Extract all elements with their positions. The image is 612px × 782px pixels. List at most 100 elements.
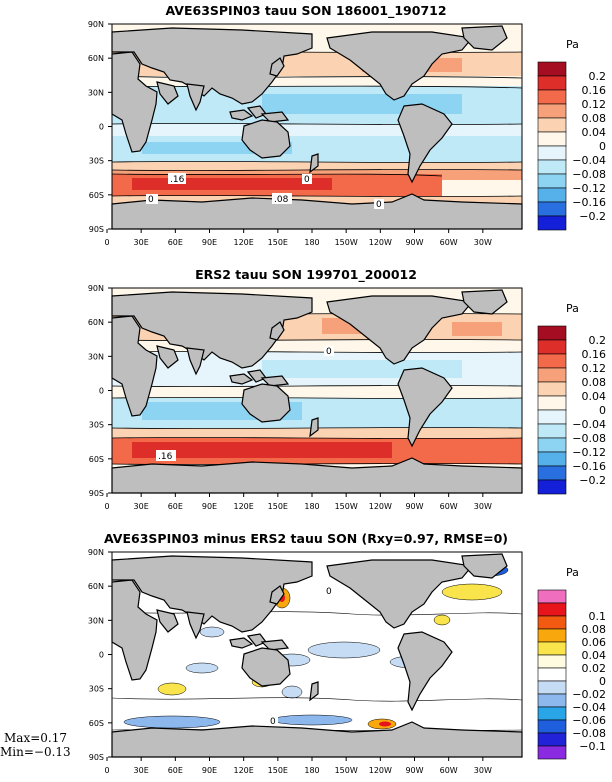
colorbar-label: 0.04 [582, 390, 607, 403]
contour-labels: 0 0 [268, 586, 334, 727]
lat-tick-label: 90S [89, 225, 104, 234]
lon-tick-label: 120E [234, 766, 254, 775]
colorbar-swatch [537, 187, 567, 203]
lon-tick-label: 30E [134, 238, 149, 247]
colorbar-swatch [537, 667, 567, 682]
lon-tick-label: 60E [168, 502, 183, 511]
lon-tick-label: 150E [268, 502, 288, 511]
colorbar-label: 0.06 [582, 636, 607, 649]
lon-tick-label: 120E [234, 238, 254, 247]
colorbar-swatch [537, 395, 567, 411]
contour-label: 0 [326, 587, 332, 597]
colorbar-swatch [537, 615, 567, 630]
colorbar-swatch [537, 745, 567, 760]
lon-tick-label: 30W [474, 502, 492, 511]
contour-label: 0 [376, 200, 382, 210]
lat-tick-label: 90N [88, 284, 104, 293]
colorbar-label: 0.1 [589, 610, 607, 623]
colorbar-swatch [537, 353, 567, 369]
colorbar-swatch [537, 680, 567, 695]
lon-tick-label: 150E [268, 766, 288, 775]
colorbar-label: −0.06 [572, 714, 606, 727]
colorbar-label: −0.04 [572, 418, 606, 431]
contours [111, 313, 523, 465]
lon-tick-label: 120W [369, 238, 392, 247]
colorbar-swatch [537, 215, 567, 231]
map-area: .16 0 .08 0 0 [111, 23, 523, 230]
colorbar-label: −0.08 [572, 168, 606, 181]
lon-tick-label: 60E [168, 238, 183, 247]
colorbar-swatch [537, 628, 567, 643]
contour-label: .08 [274, 195, 289, 205]
lon-tick-label: 150W [335, 502, 358, 511]
lon-tick-label: 30W [474, 238, 492, 247]
lon-tick-label: 90E [202, 766, 217, 775]
colorbar-label: −0.2 [579, 474, 606, 487]
colorbar-label: 0 [599, 675, 606, 688]
colorbar: Pa0.20.160.120.080.040−0.04−0.08−0.12−0.… [537, 302, 607, 495]
panel-model: AVE63SPIN03 tauu SON 186001_190712 [111, 3, 523, 230]
lat-tick-label: 60S [89, 191, 104, 200]
colorbar-label: −0.1 [579, 740, 606, 753]
colorbar-swatch [537, 479, 567, 495]
colorbar-swatch [537, 145, 567, 161]
colorbar-swatch [537, 159, 567, 175]
colorbar-label: −0.16 [572, 196, 606, 209]
colorbar-swatch [537, 117, 567, 133]
colorbar-label: −0.02 [572, 688, 606, 701]
lat-tick-label: 30N [88, 352, 104, 361]
colorbar-units: Pa [566, 566, 579, 579]
lon-tick-label: 60W [440, 502, 458, 511]
lon-tick-label: 120W [369, 502, 392, 511]
lat-tick-label: 30N [88, 88, 104, 97]
colorbar-label: 0.04 [582, 649, 607, 662]
colorbar-label: 0 [599, 404, 606, 417]
colorbar-swatch [537, 201, 567, 217]
colorbar-swatch [537, 423, 567, 439]
colorbar-label: −0.08 [572, 727, 606, 740]
band-polar-edge [112, 196, 522, 204]
contour-label: 0 [304, 175, 310, 185]
lat-tick-label: 30S [89, 157, 104, 166]
contour-label: 0 [148, 195, 154, 205]
colorbar-label: −0.2 [579, 210, 606, 223]
lat-tick-label: 30N [88, 616, 104, 625]
colorbar-label: −0.08 [572, 432, 606, 445]
contour-label: 0 [326, 347, 332, 357]
lat-tick-label: 90N [88, 20, 104, 29]
lat-tick-label: 0 [99, 651, 104, 660]
colorbar-swatch [537, 381, 567, 397]
colorbars: Pa0.20.160.120.080.040−0.04−0.08−0.12−0.… [537, 38, 607, 760]
lat-tick-label: 60N [88, 582, 104, 591]
lon-tick-label: 0 [104, 238, 109, 247]
colorbar-label: 0.12 [582, 362, 607, 375]
map-area: 0 0 [111, 551, 523, 758]
colorbar-label: 0.2 [589, 70, 607, 83]
lon-tick-label: 0 [104, 502, 109, 511]
lat-tick-label: 60N [88, 318, 104, 327]
colorbar-swatch [537, 131, 567, 147]
colorbar-swatch [537, 706, 567, 721]
colorbar-units: Pa [566, 38, 579, 51]
colorbar-swatch [537, 173, 567, 189]
colorbar-swatch [537, 693, 567, 708]
lon-tick-label: 0 [104, 766, 109, 775]
lat-tick-label: 60N [88, 54, 104, 63]
lon-tick-label: 60E [168, 766, 183, 775]
colorbar-swatch [537, 719, 567, 734]
colorbar-label: 0 [599, 140, 606, 153]
lon-tick-label: 120E [234, 502, 254, 511]
colorbar-label: −0.12 [572, 182, 606, 195]
colorbar-label: 0.08 [582, 623, 607, 636]
panel-title: AVE63SPIN03 tauu SON 186001_190712 [165, 3, 446, 19]
colorbar-swatch [537, 602, 567, 617]
colorbar-swatch [537, 589, 567, 604]
colorbar-label: 0.12 [582, 98, 607, 111]
panel-title: AVE63SPIN03 minus ERS2 tauu SON (Rxy=0.9… [104, 531, 508, 546]
colorbar-label: −0.12 [572, 446, 606, 459]
lon-tick-label: 30E [134, 502, 149, 511]
band-westerlies-atlantic-core [452, 322, 502, 336]
lon-tick-label: 150E [268, 238, 288, 247]
lon-tick-label: 90E [202, 238, 217, 247]
